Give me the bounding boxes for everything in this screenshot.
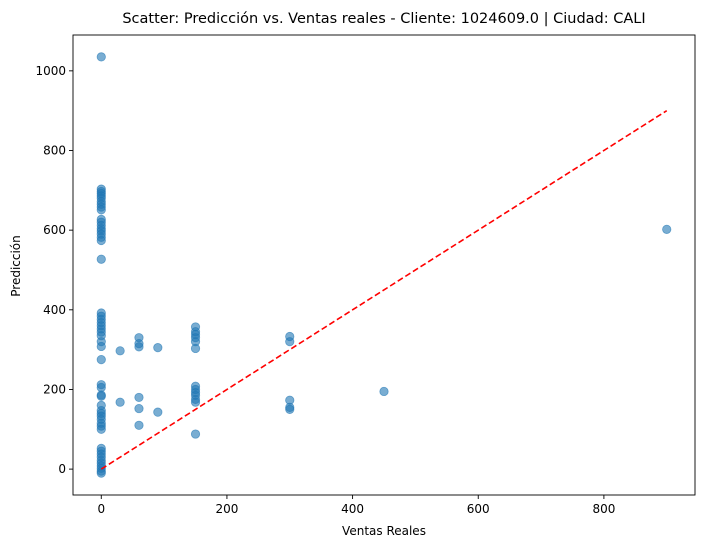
reference-line xyxy=(100,109,668,470)
scatter-point xyxy=(153,343,163,353)
plot-area xyxy=(96,52,672,478)
x-tick-label: 0 xyxy=(97,502,105,516)
x-tick-label: 400 xyxy=(341,502,364,516)
scatter-point xyxy=(134,342,144,352)
scatter-point xyxy=(134,392,144,403)
scatter-point xyxy=(662,224,672,234)
y-tick-label: 400 xyxy=(43,303,66,317)
axes-frame xyxy=(72,34,696,496)
y-tick-label: 0 xyxy=(58,462,66,476)
scatter-point xyxy=(134,420,144,430)
y-tick-label: 1000 xyxy=(35,64,66,78)
scatter-point xyxy=(190,429,201,439)
scatter-point xyxy=(96,354,106,365)
scatter-point xyxy=(96,254,106,264)
scatter-point xyxy=(379,386,389,397)
x-axis-label: Ventas Reales xyxy=(342,524,426,538)
x-tick-label: 200 xyxy=(215,502,238,516)
scatter-point xyxy=(96,382,106,393)
scatter-point xyxy=(96,341,106,352)
scatter-point xyxy=(96,468,106,478)
scatter-point xyxy=(96,424,106,434)
scatter-point xyxy=(285,337,295,347)
y-tick-label: 800 xyxy=(43,143,66,157)
axes: 0 200 400 600 800 0 200 400 600 800 1000 xyxy=(35,34,696,516)
scatter-point xyxy=(153,407,163,417)
scatter-point xyxy=(285,404,295,414)
chart-title: Scatter: Predicción vs. Ventas reales - … xyxy=(122,11,645,27)
scatter-point xyxy=(190,397,201,407)
scatter-point xyxy=(190,343,201,354)
scatter-point xyxy=(96,52,106,62)
scatter-point xyxy=(134,403,144,414)
x-tick-label: 600 xyxy=(467,502,490,516)
x-tick-label: 800 xyxy=(592,502,615,516)
scatter-point xyxy=(96,205,106,215)
scatter-point xyxy=(96,235,106,246)
y-tick-label: 600 xyxy=(43,223,66,237)
y-axis-label: Predicción xyxy=(9,235,23,297)
scatter-point xyxy=(115,346,125,356)
y-tick-label: 200 xyxy=(43,382,66,396)
scatter-point xyxy=(115,397,125,407)
scatter-point xyxy=(96,391,106,401)
